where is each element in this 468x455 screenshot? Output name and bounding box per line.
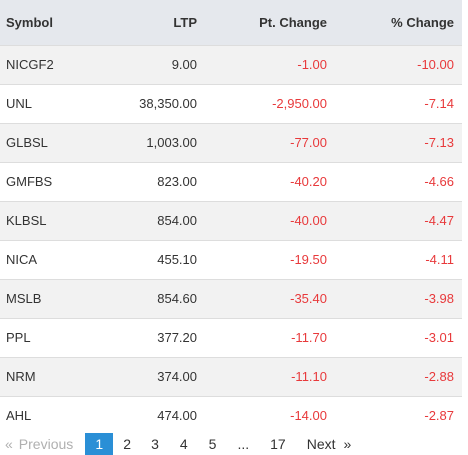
header-symbol[interactable]: Symbol bbox=[6, 14, 53, 30]
symbol-cell[interactable]: NICA bbox=[6, 252, 38, 267]
pt-change-cell: -11.70 bbox=[291, 330, 327, 345]
next-button[interactable]: Next bbox=[306, 436, 336, 452]
table-row[interactable]: NRM 374.00 -11.10 -2.88 bbox=[0, 357, 462, 396]
page-17-button[interactable]: 17 bbox=[270, 436, 286, 452]
table-row[interactable]: UNL 38,350.00 -2,950.00 -7.14 bbox=[0, 84, 462, 123]
table-row[interactable]: PPL 377.20 -11.70 -3.01 bbox=[0, 318, 462, 357]
pct-change-cell: -7.14 bbox=[424, 96, 454, 111]
pt-change-cell: -40.00 bbox=[290, 213, 327, 228]
last-page-arrow[interactable]: » bbox=[343, 436, 352, 452]
pagination-ellipsis: ... bbox=[237, 436, 250, 452]
symbol-cell[interactable]: NICGF2 bbox=[6, 57, 54, 72]
ltp-cell: 377.20 bbox=[157, 330, 197, 345]
ltp-cell: 854.00 bbox=[157, 213, 197, 228]
pct-change-cell: -3.98 bbox=[424, 291, 454, 306]
table-body: NICGF2 9.00 -1.00 -10.00 UNL 38,350.00 -2,950.… bbox=[0, 45, 462, 435]
page-1-button[interactable]: 1 bbox=[85, 433, 114, 455]
table-row[interactable]: NICA 455.10 -19.50 -4.11 bbox=[0, 240, 462, 279]
header-pt-change[interactable]: Pt. Change bbox=[259, 14, 327, 30]
pt-change-cell: -11.10 bbox=[291, 369, 327, 384]
previous-button[interactable]: Previous bbox=[18, 436, 74, 452]
symbol-cell[interactable]: GMFBS bbox=[6, 174, 53, 189]
symbol-cell[interactable]: PPL bbox=[6, 330, 31, 345]
stocks-table: Symbol LTP Pt. Change % Change NICGF2 9.0… bbox=[0, 0, 462, 435]
symbol-cell[interactable]: KLBSL bbox=[6, 213, 47, 228]
ltp-cell: 854.60 bbox=[157, 291, 197, 306]
table-header-row: Symbol LTP Pt. Change % Change bbox=[0, 0, 462, 45]
table-row[interactable]: GMFBS 823.00 -40.20 -4.66 bbox=[0, 162, 462, 201]
pt-change-cell: -35.40 bbox=[290, 291, 327, 306]
pct-change-cell: -4.66 bbox=[424, 174, 454, 189]
table-row[interactable]: AHL 474.00 -14.00 -2.87 bbox=[0, 396, 462, 435]
pct-change-cell: -7.13 bbox=[424, 135, 454, 150]
page-2-button[interactable]: 2 bbox=[123, 436, 132, 452]
ltp-cell: 823.00 bbox=[157, 174, 197, 189]
ltp-cell: 374.00 bbox=[157, 369, 197, 384]
header-ltp[interactable]: LTP bbox=[173, 14, 197, 30]
page-4-button[interactable]: 4 bbox=[179, 436, 188, 452]
symbol-cell[interactable]: NRM bbox=[6, 369, 36, 384]
header-pct-change[interactable]: % Change bbox=[391, 14, 454, 30]
page-5-button[interactable]: 5 bbox=[208, 436, 217, 452]
pct-change-cell: -4.11 bbox=[425, 252, 454, 267]
symbol-cell[interactable]: MSLB bbox=[6, 291, 42, 306]
ltp-cell: 1,003.00 bbox=[146, 135, 197, 150]
pct-change-cell: -2.87 bbox=[424, 408, 454, 424]
pt-change-cell: -19.50 bbox=[290, 252, 327, 267]
symbol-cell[interactable]: UNL bbox=[6, 96, 33, 111]
pct-change-cell: -2.88 bbox=[424, 369, 454, 384]
ltp-cell: 38,350.00 bbox=[139, 96, 197, 111]
table-row[interactable]: GLBSL 1,003.00 -77.00 -7.13 bbox=[0, 123, 462, 162]
pct-change-cell: -3.01 bbox=[424, 330, 454, 345]
pt-change-cell: -77.00 bbox=[290, 135, 327, 150]
ltp-cell: 474.00 bbox=[157, 408, 197, 424]
pt-change-cell: -2,950.00 bbox=[272, 96, 327, 111]
pct-change-cell: -4.47 bbox=[424, 213, 454, 228]
table-row[interactable]: MSLB 854.60 -35.40 -3.98 bbox=[0, 279, 462, 318]
pagination: « Previous 1 2 3 4 5 ... 17 Next » bbox=[0, 433, 468, 455]
symbol-cell[interactable]: AHL bbox=[6, 408, 32, 424]
pt-change-cell: -1.00 bbox=[297, 57, 327, 72]
table-row[interactable]: NICGF2 9.00 -1.00 -10.00 bbox=[0, 45, 462, 84]
symbol-cell[interactable]: GLBSL bbox=[6, 135, 48, 150]
table-row[interactable]: KLBSL 854.00 -40.00 -4.47 bbox=[0, 201, 462, 240]
pt-change-cell: -40.20 bbox=[290, 174, 327, 189]
pct-change-cell: -10.00 bbox=[417, 57, 454, 72]
first-page-arrow[interactable]: « bbox=[5, 436, 13, 452]
page-3-button[interactable]: 3 bbox=[151, 436, 159, 452]
ltp-cell: 9.00 bbox=[171, 57, 197, 72]
pt-change-cell: -14.00 bbox=[290, 408, 327, 424]
ltp-cell: 455.10 bbox=[157, 252, 197, 267]
